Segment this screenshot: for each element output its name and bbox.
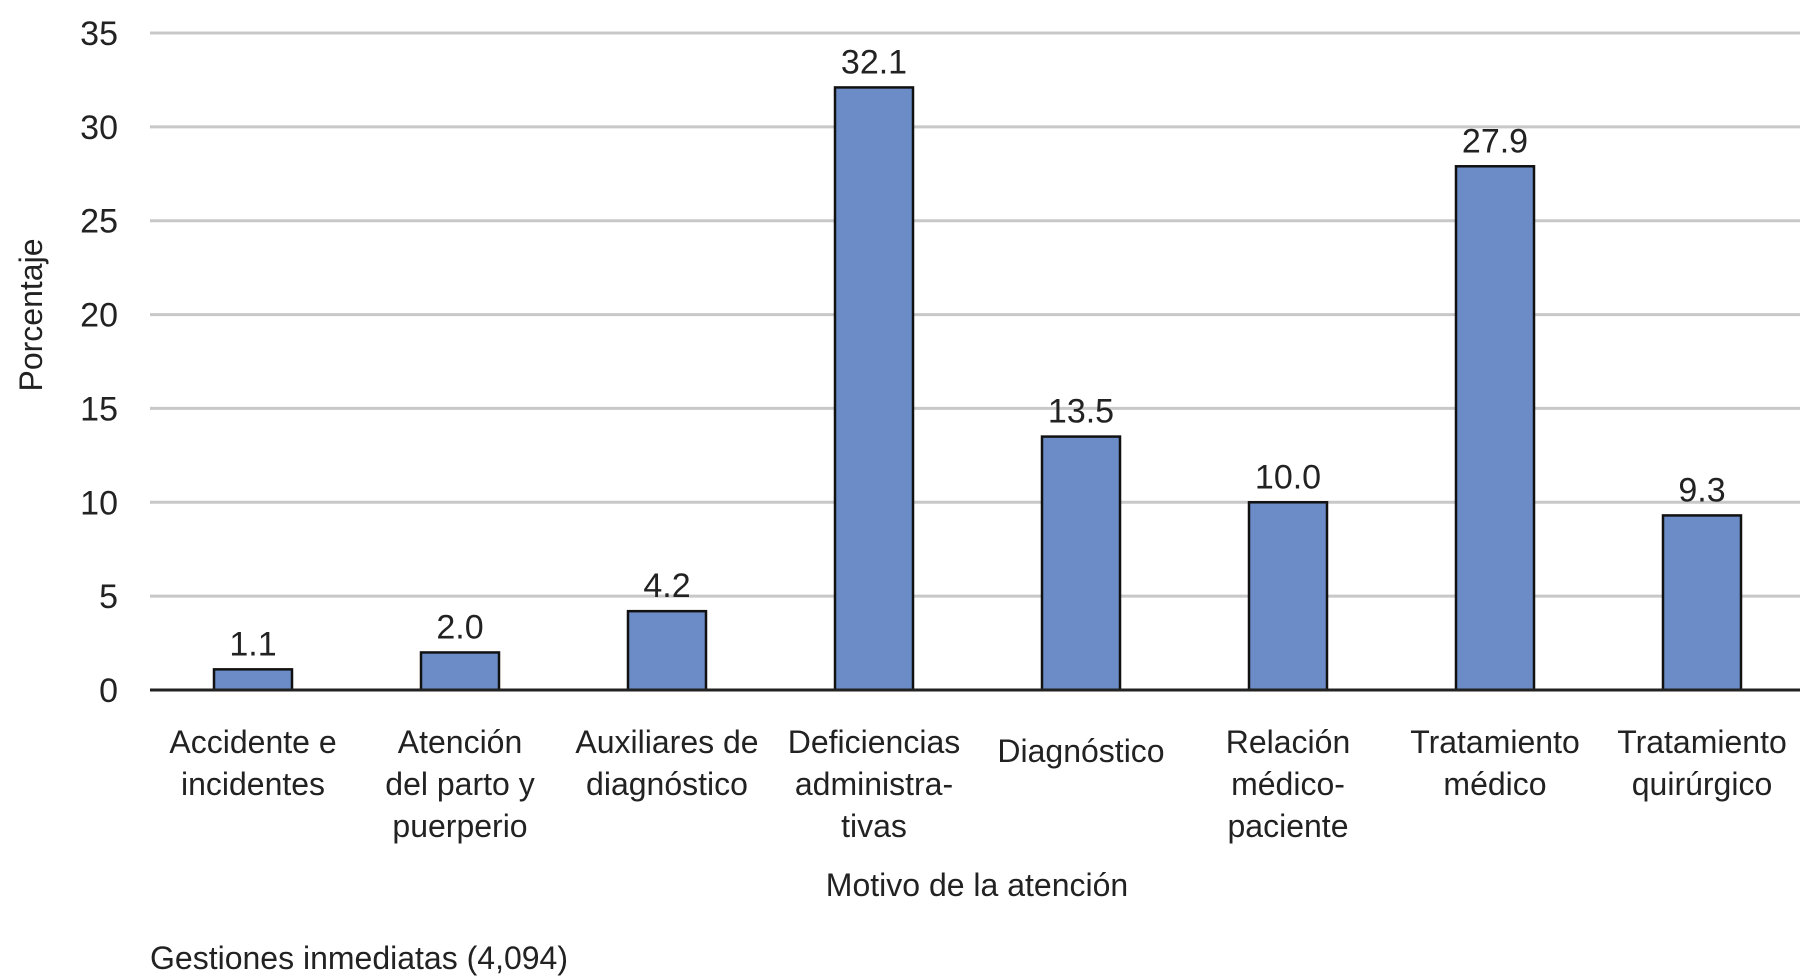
x-tick-label-line: administra- [795, 766, 953, 802]
x-tick-label-line: Deficiencias [788, 724, 961, 760]
bar [1247, 501, 1329, 692]
footnote: Gestiones inmediatas (4,094) [150, 940, 568, 976]
x-axis-ticks: Accidente e incidentes Atención del parto y… [169, 724, 1786, 844]
x-tick-label-line: Relación [1226, 724, 1351, 760]
x-tick-label: Deficiencias administra-tivas [788, 724, 961, 844]
x-tick-label: Tratamiento médico [1410, 724, 1580, 802]
x-tick-label-line: Auxiliares de [575, 724, 758, 760]
x-tick-label-line: Atención [398, 724, 523, 760]
x-tick-label-line: Tratamiento [1410, 724, 1580, 760]
y-tick-label: 20 [80, 297, 118, 335]
x-tick-label-line: Tratamiento [1617, 724, 1787, 760]
x-tick-label: Diagnóstico [997, 733, 1164, 769]
gridlines [150, 31, 1800, 598]
data-label: 1.1 [229, 625, 276, 663]
x-tick-label-line: del parto y [385, 766, 534, 802]
data-label: 9.3 [1678, 471, 1725, 509]
x-tick-label: Atención del parto y puerperio [385, 724, 534, 844]
data-labels: 1.1 2.0 4.2 32.1 13.5 10.0 27.9 9.3 [229, 43, 1725, 663]
bar [212, 668, 294, 692]
y-axis-title: Porcentaje [13, 239, 49, 392]
bar [833, 86, 915, 692]
x-tick-label-line: médico- [1231, 766, 1345, 802]
x-tick-label-line: incidentes [181, 766, 325, 802]
bar [626, 609, 708, 692]
x-tick-label: Relación médico-paciente [1226, 724, 1351, 844]
bar [1454, 165, 1536, 692]
bars [212, 86, 1743, 692]
x-tick-label-line: Accidente e [169, 724, 336, 760]
bar [1661, 514, 1743, 692]
y-axis-ticks: 0 5 10 15 20 25 30 35 [80, 15, 118, 710]
x-tick-label: Auxiliares de diagnóstico [575, 724, 758, 802]
data-label: 32.1 [841, 43, 907, 81]
x-tick-label: Accidente e incidentes [169, 724, 336, 802]
x-tick-label-line: paciente [1228, 808, 1349, 844]
x-tick-label-line: puerperio [392, 808, 527, 844]
y-tick-label: 15 [80, 390, 118, 428]
data-label: 4.2 [643, 567, 690, 605]
x-tick-label-line: médico [1443, 766, 1546, 802]
x-tick-label: Tratamiento quirúrgico [1617, 724, 1787, 802]
y-tick-label: 35 [80, 15, 118, 53]
x-tick-label-line: diagnóstico [586, 766, 748, 802]
bar [1040, 435, 1122, 692]
data-label: 27.9 [1462, 122, 1528, 160]
data-label: 10.0 [1255, 458, 1321, 496]
x-axis-title: Motivo de la atención [826, 867, 1128, 903]
x-tick-label-line: Diagnóstico [997, 733, 1164, 769]
data-label: 2.0 [436, 608, 483, 646]
y-tick-label: 25 [80, 203, 118, 241]
data-label: 13.5 [1048, 393, 1114, 431]
x-tick-label-line: quirúrgico [1632, 766, 1773, 802]
y-tick-label: 30 [80, 109, 118, 147]
y-tick-label: 10 [80, 484, 118, 522]
y-tick-label: 5 [99, 578, 118, 616]
bar [419, 651, 501, 692]
y-tick-label: 0 [99, 672, 118, 710]
x-tick-label-line: tivas [841, 808, 907, 844]
